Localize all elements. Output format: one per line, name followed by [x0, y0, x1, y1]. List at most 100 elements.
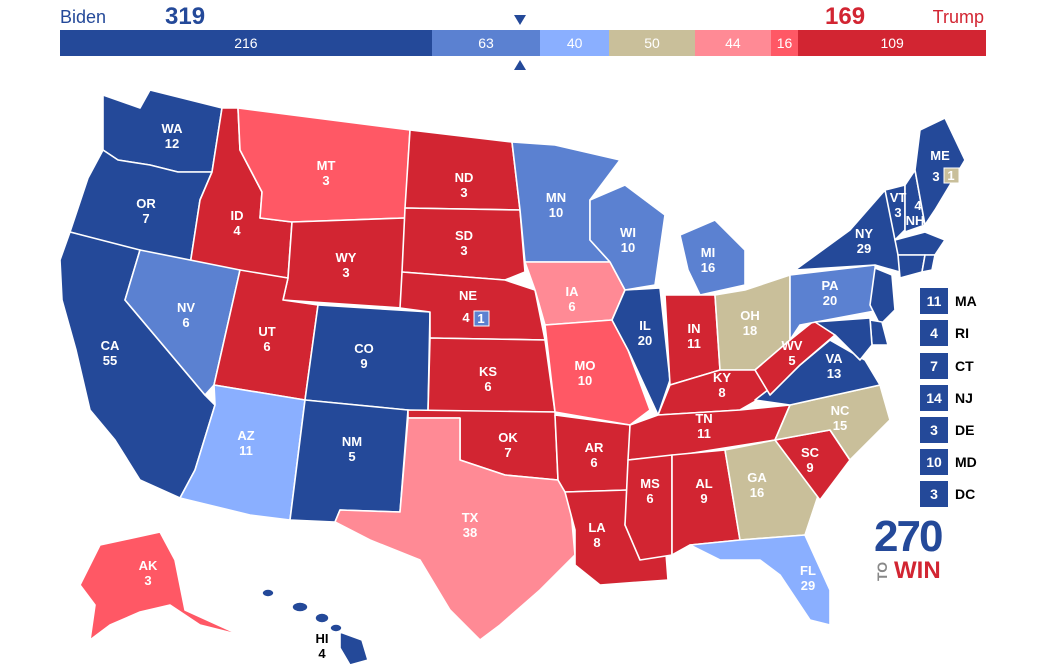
bar-segment-tossup[interactable]: 50: [609, 30, 696, 56]
label-NH: 4 NH: [906, 198, 925, 228]
small-state-abbr: DC: [955, 486, 976, 502]
small-state-abbr: MD: [955, 454, 977, 470]
label-GA: GA 16: [747, 470, 767, 500]
label-CO: CO 9: [354, 341, 374, 371]
label-TX: TX 38: [462, 510, 479, 540]
small-state-DC[interactable]: 3 DC: [920, 481, 975, 507]
label-AR: AR 6: [585, 440, 604, 470]
small-state-MD[interactable]: 10 MD: [920, 449, 977, 475]
label-NC: NC 15: [831, 403, 850, 433]
label-CA: CA 55: [101, 338, 120, 368]
state-FL[interactable]: [689, 534, 831, 626]
state-SD[interactable]: [401, 207, 526, 281]
label-WI: WI 10: [620, 225, 636, 255]
small-state-NJ[interactable]: 14 NJ: [920, 385, 973, 411]
label-LA: LA 8: [588, 520, 606, 550]
label-PA: PA 20: [821, 278, 839, 308]
small-state-RI[interactable]: 4 RI: [920, 320, 969, 346]
trump-total: 169: [825, 3, 866, 30]
270-marker-up-icon: [514, 60, 526, 70]
label-ME: ME 3: [930, 148, 950, 184]
state-MA[interactable]: [894, 231, 946, 256]
electoral-vote-bar: 216 63 40 50 44 16 109: [60, 30, 986, 56]
state-ME[interactable]: [914, 117, 966, 226]
label-SD: SD 3: [455, 228, 473, 258]
label-HI: HI 4: [316, 631, 329, 661]
bar-segment-safe-d[interactable]: 216: [60, 30, 432, 56]
small-state-ev: 14: [920, 385, 948, 411]
label-NE: NE 4: [459, 288, 477, 325]
biden-total: 319: [165, 3, 206, 30]
small-state-ev: 3: [920, 417, 948, 443]
small-state-abbr: RI: [955, 325, 969, 341]
label-IN: IN 11: [687, 321, 701, 351]
small-state-MA[interactable]: 11 MA: [920, 288, 977, 314]
small-state-abbr: MA: [955, 293, 977, 309]
small-state-CT[interactable]: 7 CT: [920, 353, 974, 379]
bar-segment-lean-d[interactable]: 40: [540, 30, 610, 56]
label-MI: MI 16: [701, 245, 715, 275]
label-VA: VA 13: [825, 351, 843, 381]
small-state-abbr: NJ: [955, 390, 973, 406]
state-RI[interactable]: [921, 254, 936, 273]
state-CT[interactable]: [897, 254, 926, 279]
me-district-box[interactable]: [943, 167, 960, 184]
270towin-logo[interactable]: 270 TO WIN: [874, 512, 943, 585]
state-HI[interactable]: [261, 588, 369, 666]
bar-segment-safe-r[interactable]: 109: [798, 30, 986, 56]
label-TN: TN 11: [695, 411, 712, 441]
bar-segment-likely-d[interactable]: 63: [431, 30, 541, 56]
label-MN: MN 10: [546, 190, 566, 220]
label-OK: OK 7: [498, 430, 518, 460]
trump-label: Trump: [932, 7, 984, 27]
small-state-ev: 7: [920, 353, 948, 379]
state-MD[interactable]: [814, 317, 873, 361]
small-state-ev: 3: [920, 481, 948, 507]
state-MI[interactable]: [679, 219, 746, 296]
label-UT: UT 6: [258, 324, 275, 354]
label-AL: AL 9: [695, 476, 712, 506]
small-state-abbr: DE: [955, 422, 975, 438]
label-KY: KY 8: [713, 370, 731, 400]
small-state-DE[interactable]: 3 DE: [920, 417, 974, 443]
label-WA: WA 12: [162, 121, 184, 151]
label-MS: MS 6: [640, 476, 660, 506]
label-VT: VT 3: [890, 190, 907, 220]
label-IL: IL 20: [638, 318, 652, 348]
label-OH: OH 18: [740, 308, 760, 338]
label-MT: MT 3: [317, 158, 336, 188]
label-NM: NM 5: [342, 434, 362, 464]
ne-district-box[interactable]: [473, 310, 490, 327]
bar-segment-lean-r[interactable]: 44: [695, 30, 771, 56]
small-state-abbr: CT: [955, 358, 974, 374]
logo-to: TO: [874, 561, 890, 581]
state-WI[interactable]: [589, 184, 666, 291]
label-ID: ID 4: [231, 208, 244, 238]
state-NV[interactable]: [124, 249, 241, 396]
state-DE[interactable]: [869, 319, 889, 346]
label-ND: ND 3: [455, 170, 474, 200]
small-state-ev: 10: [920, 449, 948, 475]
us-electoral-map: WA 12 OR 7 CA 55 ID 4 NV 6 MT 3 WY 3 UT 6 AZ 11 C…: [59, 89, 966, 666]
label-KS: KS 6: [479, 364, 497, 394]
state-MS[interactable]: [624, 454, 673, 561]
label-OR: OR 7: [136, 196, 156, 226]
logo-number: 270: [874, 512, 943, 561]
state-TX[interactable]: [334, 417, 576, 641]
biden-label: Biden: [60, 7, 107, 27]
label-MO: MO 10: [575, 358, 596, 388]
270-marker-down-icon: [514, 15, 526, 25]
label-NV: NV 6: [177, 300, 195, 330]
bar-segment-likely-r[interactable]: 16: [770, 30, 799, 56]
label-FL: FL 29: [800, 563, 816, 593]
state-NJ[interactable]: [869, 267, 896, 326]
label-IA: IA 6: [566, 284, 580, 314]
label-SC: SC 9: [801, 445, 820, 475]
ne-district-ev: 1: [477, 311, 484, 326]
label-AK: AK 3: [139, 558, 158, 588]
label-AZ: AZ 11: [237, 428, 254, 458]
label-WV: WV 5: [782, 338, 803, 368]
state-WY[interactable]: [282, 217, 406, 309]
state-AK[interactable]: [79, 531, 241, 641]
label-NY: NY 29: [855, 226, 873, 256]
